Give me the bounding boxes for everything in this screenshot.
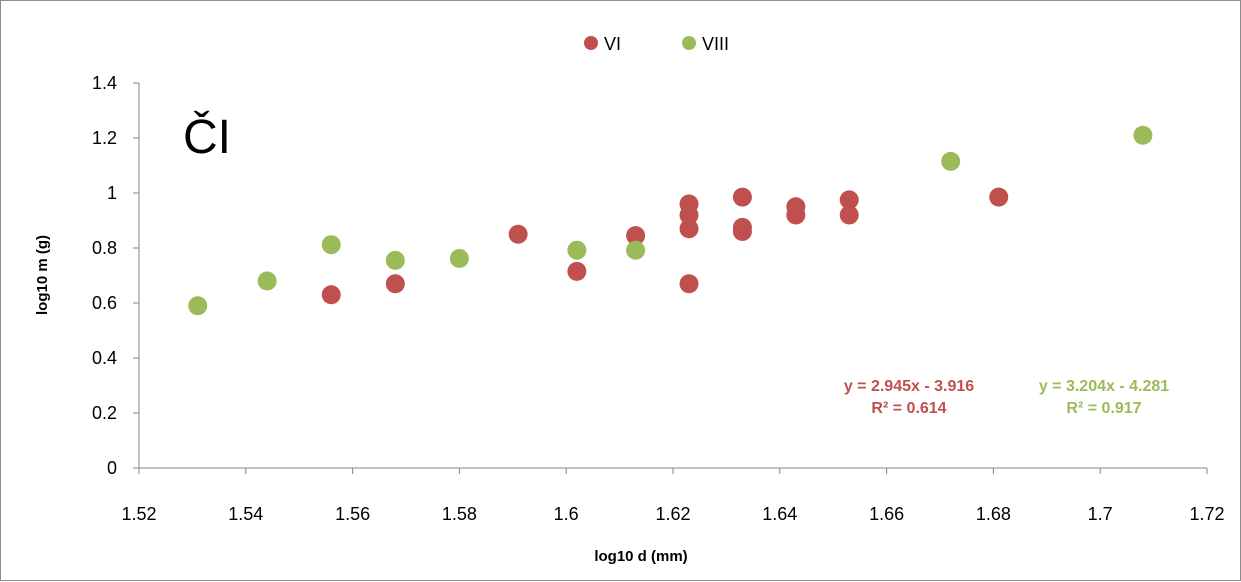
data-point-viii <box>385 250 405 270</box>
y-tick-label: 0.2 <box>92 403 117 423</box>
x-tick-label: 1.6 <box>554 504 579 524</box>
trendline-equation-viii: y = 3.204x - 4.281 <box>1039 378 1169 395</box>
x-tick-label: 1.64 <box>762 504 797 524</box>
data-point-vi <box>839 205 859 225</box>
data-point-viii <box>941 151 961 171</box>
data-point-vi <box>839 190 859 210</box>
y-tick-label: 0.6 <box>92 293 117 313</box>
y-axis-title: log10 m (g) <box>34 235 51 315</box>
x-tick-label: 1.7 <box>1088 504 1113 524</box>
legend-label-vi: VI <box>604 34 621 54</box>
y-tick-label: 1.4 <box>92 73 117 93</box>
x-tick-label: 1.66 <box>869 504 904 524</box>
data-point-vi <box>679 219 699 239</box>
data-point-vi <box>732 187 752 207</box>
x-tick-label: 1.56 <box>335 504 370 524</box>
data-point-viii <box>567 240 587 260</box>
data-point-viii <box>257 271 277 291</box>
trendline-equation-vi: y = 2.945x - 3.916 <box>844 378 974 395</box>
legend-label-viii: VIII <box>702 34 729 54</box>
y-ticks: 0 0.2 0.4 0.6 0.8 1 1.2 1.4 <box>92 73 139 478</box>
y-tick-label: 0.8 <box>92 238 117 258</box>
data-points <box>188 125 1153 316</box>
data-point-viii <box>321 235 341 255</box>
data-point-vi <box>786 197 806 217</box>
y-tick-label: 0 <box>107 458 117 478</box>
x-tick-label: 1.68 <box>976 504 1011 524</box>
x-tick-label: 1.52 <box>121 504 156 524</box>
trendline-r2-viii: R² = 0.917 <box>1066 400 1141 417</box>
x-tick-label: 1.58 <box>442 504 477 524</box>
data-point-viii <box>449 248 469 268</box>
y-tick-label: 1.2 <box>92 128 117 148</box>
legend-marker-vi <box>584 36 598 50</box>
data-point-vi <box>385 274 405 294</box>
y-tick-label: 0.4 <box>92 348 117 368</box>
data-point-vi <box>679 274 699 294</box>
data-point-vi <box>732 217 752 237</box>
x-tick-label: 1.72 <box>1189 504 1224 524</box>
y-tick-label: 1 <box>107 183 117 203</box>
data-point-vi <box>679 194 699 214</box>
data-point-viii <box>1133 125 1153 145</box>
legend-marker-viii <box>682 36 696 50</box>
data-point-vi <box>508 224 528 244</box>
data-point-vi <box>989 187 1009 207</box>
data-point-vi <box>626 226 646 246</box>
x-ticks: 1.52 1.54 1.56 1.58 1.6 1.62 1.64 1.66 1.68 1.7 1.… <box>121 468 1225 524</box>
data-point-viii <box>626 240 646 260</box>
legend: VI VIII <box>584 34 729 54</box>
data-point-viii <box>188 296 208 316</box>
x-tick-label: 1.54 <box>228 504 263 524</box>
data-point-vi <box>567 261 587 281</box>
data-point-vi <box>321 285 341 305</box>
x-tick-label: 1.62 <box>655 504 690 524</box>
trendline-r2-vi: R² = 0.614 <box>871 400 946 417</box>
x-axis-title: log10 d (mm) <box>594 548 687 565</box>
panel-label: ČI <box>183 110 231 164</box>
